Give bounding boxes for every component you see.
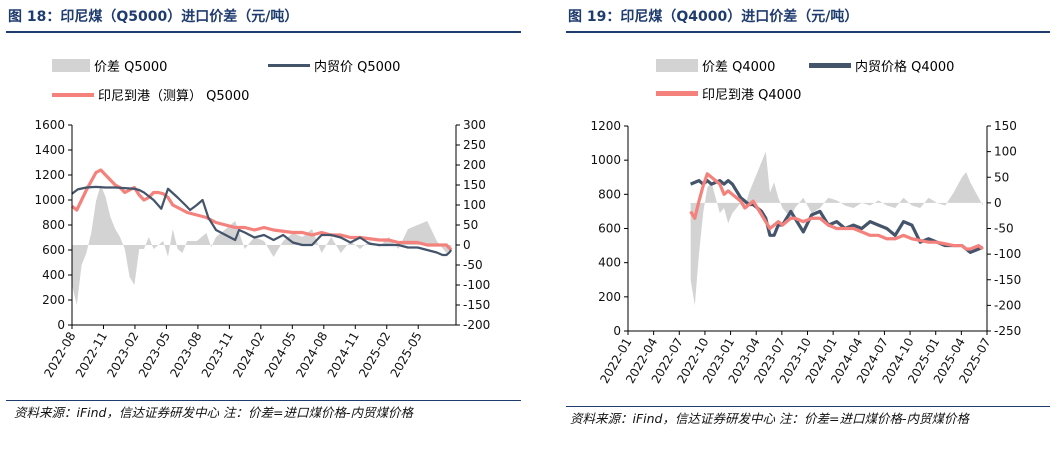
legend-indonesia: 印尼到港 Q4000 (656, 84, 801, 103)
figure-title: 图 18：印尼煤（Q5000）进口价差（元/吨） (8, 9, 299, 25)
y-left-tick-label: 600 (42, 243, 65, 257)
figure-title: 图 19：印尼煤（Q4000）进口价差（元/吨） (568, 9, 859, 25)
domestic-price-line (71, 185, 453, 257)
legend-label-spread: 价差 Q5000 (94, 60, 168, 75)
legend-spread: 价差 Q5000 (52, 56, 167, 75)
bottom-rule (566, 406, 1050, 407)
y-right-tick-label: -250 (994, 324, 1021, 338)
legend-label-domestic: 内贸价 Q5000 (314, 60, 401, 75)
y-right-tick-label: 100 (994, 145, 1017, 159)
y-right-tick-label: -150 (994, 273, 1021, 287)
legend-swatch-domestic (268, 64, 310, 67)
bottom-rule (6, 400, 521, 401)
y-right-tick-label: 0 (994, 196, 1002, 210)
y-right-tick-label: -200 (994, 298, 1021, 312)
y-right-tick-label: 50 (463, 218, 478, 232)
y-left-tick-label: 1400 (34, 143, 65, 157)
y-left-tick-label: 1200 (590, 119, 621, 133)
legend-domestic: 内贸价 Q5000 (268, 56, 400, 75)
y-left-tick-label: 0 (57, 318, 65, 332)
y-right-tick-label: 300 (463, 118, 486, 132)
legend-spread: 价差 Q4000 (656, 56, 775, 75)
y-right-tick-label: -100 (994, 247, 1021, 261)
y-left-tick-label: 1000 (34, 193, 65, 207)
x-tick-label: 2025-05 (388, 330, 425, 380)
legend-swatch-spread (656, 59, 698, 72)
y-left-tick-label: 800 (42, 218, 65, 232)
y-left-tick-label: 1600 (34, 118, 65, 132)
y-right-tick-label: -200 (463, 318, 490, 332)
legend-swatch-indonesia (656, 91, 698, 96)
y-right-tick-label: 0 (463, 238, 471, 252)
y-left-tick-label: 1000 (590, 153, 621, 167)
spread-area (690, 151, 983, 306)
y-left-tick-label: 1200 (34, 168, 65, 182)
domestic-price-line (690, 179, 984, 255)
y-left-tick-label: 200 (598, 290, 621, 304)
legend-label-indonesia: 印尼到港（测算） Q5000 (98, 89, 250, 104)
y-left-tick-label: 400 (42, 268, 65, 282)
legend-label-indonesia: 印尼到港 Q4000 (702, 88, 802, 103)
legend-indonesia: 印尼到港（测算） Q5000 (52, 85, 249, 104)
title-rule (6, 31, 521, 33)
y-left-tick-label: 800 (598, 187, 621, 201)
figure-19-panel: 图 19：印尼煤（Q4000）进口价差（元/吨） 价差 Q4000 内贸价格 Q… (566, 0, 1058, 451)
y-right-tick-label: 150 (463, 178, 486, 192)
chart-q4000: 0 200 400 600 800 1000 1200 150 100 50 0 -50 -100 -15… (590, 119, 1021, 386)
y-right-tick-label: 200 (463, 158, 486, 172)
y-left-tick-label: 200 (42, 293, 65, 307)
source-note: 资料来源：iFind，信达证券研发中心 注：价差=进口煤价格-内贸煤价格 (14, 405, 413, 420)
indonesia-price-line (71, 168, 453, 252)
y-left-tick-label: 600 (598, 222, 621, 236)
legend-swatch-domestic (809, 63, 851, 68)
y-right-tick-label: -100 (463, 278, 490, 292)
legend-label-spread: 价差 Q4000 (702, 60, 776, 75)
figure-18-panel: 图 18：印尼煤（Q5000）进口价差（元/吨） 价差 Q5000 内贸价 Q5… (6, 9, 521, 420)
y-right-tick-label: 150 (994, 119, 1017, 133)
y-right-tick-label: 50 (994, 170, 1009, 184)
y-right-tick-label: 250 (463, 138, 486, 152)
legend-domestic: 内贸价格 Q4000 (809, 56, 954, 75)
spread-area (72, 185, 452, 305)
title-rule (566, 31, 1050, 33)
source-note: 资料来源：iFind，信达证券研发中心 注：价差=进口煤价格-内贸煤价格 (570, 411, 969, 426)
y-right-tick-label: 100 (463, 198, 486, 212)
y-right-tick-label: -50 (994, 222, 1014, 236)
indonesia-price-line (689, 172, 984, 251)
legend-swatch-spread (52, 59, 90, 72)
y-left-tick-label: 400 (598, 256, 621, 270)
legend-swatch-indonesia (52, 92, 94, 97)
y-right-tick-label: -50 (463, 258, 483, 272)
y-right-tick-label: -150 (463, 298, 490, 312)
legend-label-domestic: 内贸价格 Q4000 (855, 60, 955, 75)
y-left-tick-label: 0 (613, 324, 621, 338)
